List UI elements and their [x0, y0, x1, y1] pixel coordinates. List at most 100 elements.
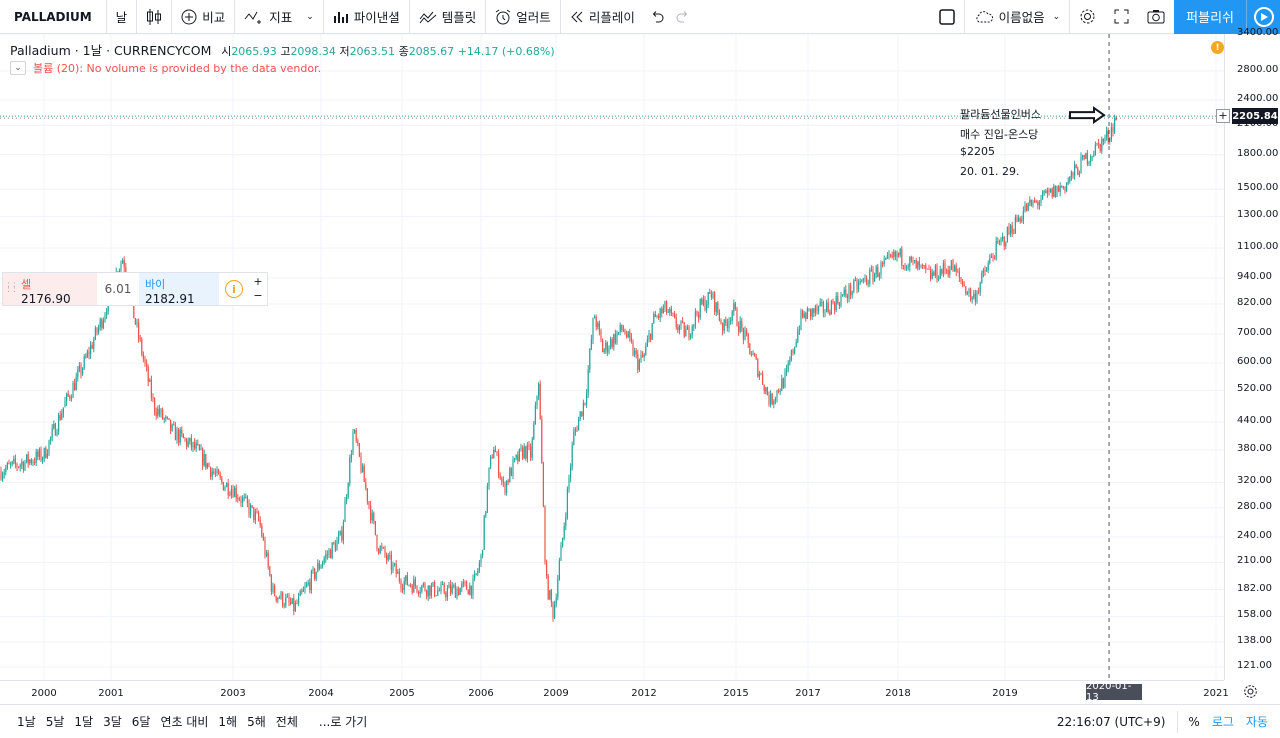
candlestick-chart[interactable]: [0, 34, 1224, 680]
alert-button[interactable]: 얼러트: [486, 0, 560, 34]
publish-button[interactable]: 퍼블리쉬: [1174, 0, 1246, 34]
timezone-clock[interactable]: 22:16:07 (UTC+9): [1056, 714, 1166, 729]
range-ytd[interactable]: 연초 대비: [160, 715, 209, 729]
range-5d[interactable]: 5날: [45, 715, 65, 729]
candle-body: [656, 316, 658, 318]
snapshot-button[interactable]: [1138, 0, 1174, 34]
candle-body: [67, 393, 69, 396]
candle-body: [80, 365, 82, 375]
candle-body: [1005, 242, 1007, 246]
publish-play-button[interactable]: [1246, 0, 1280, 34]
range-1d[interactable]: 1날: [17, 715, 36, 729]
quantity-stepper[interactable]: + −: [249, 273, 267, 305]
range-all[interactable]: 전체: [275, 715, 298, 729]
chart-pane[interactable]: Palladium · 1날 · CURRENCYCOM 시2065.93 고2…: [0, 27, 1280, 738]
candle-body: [744, 330, 746, 340]
candle-body: [355, 429, 357, 441]
buy-button[interactable]: 바이 2182.91: [139, 273, 219, 306]
candle-body: [306, 584, 308, 587]
candle-body: [672, 313, 674, 315]
auto-scale-toggle[interactable]: 자동: [1245, 715, 1268, 729]
percent-scale-toggle[interactable]: %: [1188, 714, 1200, 729]
candle-body: [1000, 238, 1002, 242]
candle-body: [746, 330, 748, 335]
alert-icon[interactable]: !: [1211, 41, 1224, 54]
annotation-line-4[interactable]: 20. 01. 29.: [960, 165, 1020, 178]
log-scale-toggle[interactable]: 로그: [1211, 715, 1234, 729]
annotation-line-1[interactable]: 팔라듐선물인버스: [960, 108, 1041, 121]
symbol-search-button[interactable]: PALLADIUM: [14, 9, 92, 24]
candle-body: [954, 265, 956, 272]
undo-button[interactable]: [644, 0, 670, 34]
candle-body: [986, 269, 988, 272]
candle-body: [736, 308, 738, 327]
candle-body: [278, 597, 280, 599]
candle-body: [35, 451, 37, 463]
candle-body: [250, 505, 252, 515]
candle-body: [842, 294, 844, 296]
compare-button[interactable]: 비교: [172, 0, 234, 34]
range-1y[interactable]: 1해: [218, 715, 238, 729]
layout-name-button[interactable]: 이름없음 ⌄: [965, 0, 1070, 34]
range-3m[interactable]: 3달: [103, 715, 122, 729]
candle-body: [149, 379, 151, 382]
templates-label: 템플릿: [441, 10, 477, 25]
candle-body: [358, 443, 360, 457]
open-value: 2065.93: [231, 45, 277, 58]
indicators-button[interactable]: 지표 ⌄: [235, 0, 323, 34]
settings-button[interactable]: [1070, 0, 1105, 34]
sell-button[interactable]: : :: : 셀 2176.90: [3, 273, 97, 306]
annotation-line-3[interactable]: $2205: [960, 145, 995, 158]
candle-body: [170, 419, 172, 431]
candle-body: [776, 389, 778, 399]
collapse-toggle-icon[interactable]: ⌄: [10, 61, 26, 75]
add-order-icon[interactable]: +: [1216, 109, 1230, 123]
candle-body: [918, 261, 920, 266]
candle-body: [144, 358, 146, 364]
increase-button[interactable]: +: [253, 275, 263, 288]
candle-body: [341, 530, 343, 541]
candle-body: [805, 313, 807, 320]
fullscreen-select-button[interactable]: [930, 0, 964, 34]
interval-button[interactable]: 날: [115, 10, 128, 25]
time-tick: 2001: [98, 688, 124, 699]
chevron-down-icon[interactable]: ⌄: [306, 11, 314, 22]
replay-button[interactable]: 리플레이: [561, 0, 644, 34]
chart-settings-icon[interactable]: [1243, 684, 1258, 702]
range-5y[interactable]: 5해: [247, 715, 266, 729]
candle-body: [211, 471, 213, 477]
annotation-line-2[interactable]: 매수 진입-온스당: [960, 128, 1039, 141]
candle-body: [938, 278, 940, 280]
fullscreen-button[interactable]: [1105, 0, 1138, 34]
candle-body: [1083, 155, 1085, 159]
decrease-button[interactable]: −: [253, 289, 263, 302]
candle-body: [651, 323, 653, 340]
time-axis[interactable]: 2000 2001 2003 2004 2005 2006 2009 2012 2015 2017…: [0, 680, 1229, 704]
candle-body: [792, 350, 794, 354]
candle-body: [254, 511, 256, 521]
range-1m[interactable]: 1달: [74, 715, 94, 729]
candle-body: [1085, 153, 1087, 159]
candle-body: [443, 584, 445, 594]
goto-date-button[interactable]: ...로 가기: [318, 715, 368, 729]
candle-body: [248, 503, 250, 515]
series-name[interactable]: Palladium · 1날 · CURRENCYCOM: [10, 43, 212, 58]
candle-body: [290, 601, 292, 604]
price-axis[interactable]: 3400.002800.002400.002100.001800.001500.…: [1224, 27, 1280, 680]
templates-button[interactable]: 템플릿: [410, 0, 486, 34]
candle-body: [795, 342, 797, 347]
chart-style-button[interactable]: [137, 0, 171, 34]
redo-button[interactable]: [670, 0, 696, 34]
drag-handle-icon[interactable]: : :: :: [7, 280, 16, 295]
candle-body: [933, 272, 935, 276]
candle-body: [726, 323, 728, 328]
candle-body: [981, 272, 983, 283]
candle-body: [474, 573, 476, 579]
range-6m[interactable]: 6달: [131, 715, 151, 729]
candle-body: [1027, 202, 1029, 211]
candle-body: [454, 585, 456, 598]
financials-button[interactable]: 파이낸셜: [324, 0, 409, 34]
candle-body: [179, 429, 181, 443]
candle-body: [1058, 185, 1060, 192]
trade-info-button[interactable]: i: [219, 273, 249, 305]
